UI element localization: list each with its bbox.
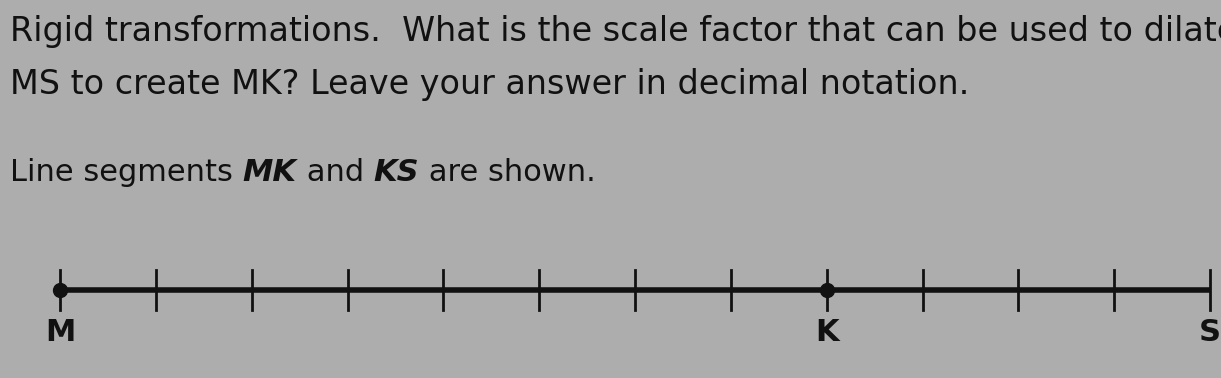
Text: Rigid transformations.  What is the scale factor that can be used to dilate: Rigid transformations. What is the scale… bbox=[10, 15, 1221, 48]
Text: M: M bbox=[45, 318, 76, 347]
Text: KS: KS bbox=[374, 158, 419, 187]
Text: MS to create MK? Leave your answer in decimal notation.: MS to create MK? Leave your answer in de… bbox=[10, 68, 969, 101]
Text: and: and bbox=[297, 158, 374, 187]
Text: Line segments: Line segments bbox=[10, 158, 243, 187]
Text: are shown.: are shown. bbox=[419, 158, 596, 187]
Text: S: S bbox=[1199, 318, 1221, 347]
Text: K: K bbox=[814, 318, 839, 347]
Text: MK: MK bbox=[243, 158, 297, 187]
